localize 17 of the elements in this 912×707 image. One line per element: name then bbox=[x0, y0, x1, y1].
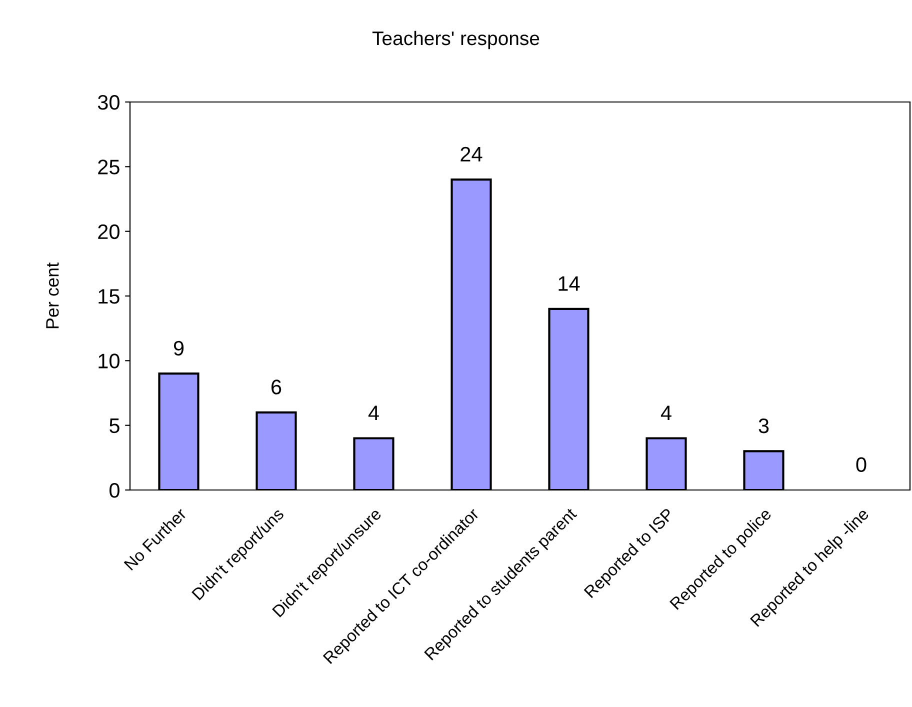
y-tick-label: 25 bbox=[98, 160, 120, 174]
data-label: 6 bbox=[272, 380, 282, 394]
data-label: 0 bbox=[856, 457, 866, 472]
data-label: 4 bbox=[368, 406, 379, 420]
data-label: 14 bbox=[558, 276, 580, 291]
y-tick-label: 20 bbox=[98, 224, 120, 240]
data-label: 24 bbox=[460, 146, 482, 162]
data-label: 3 bbox=[758, 418, 769, 434]
data-label: 4 bbox=[660, 406, 672, 420]
data-label: 9 bbox=[174, 340, 184, 356]
y-axis-title: Per cent bbox=[46, 262, 59, 328]
y-tick-label: 10 bbox=[98, 354, 120, 368]
y-tick-label: 15 bbox=[98, 289, 120, 304]
chart-title: Teachers' response bbox=[372, 30, 540, 50]
y-tick-label: 30 bbox=[98, 95, 120, 110]
y-tick-label: 0 bbox=[110, 483, 120, 498]
y-tick-label: 5 bbox=[110, 418, 120, 434]
